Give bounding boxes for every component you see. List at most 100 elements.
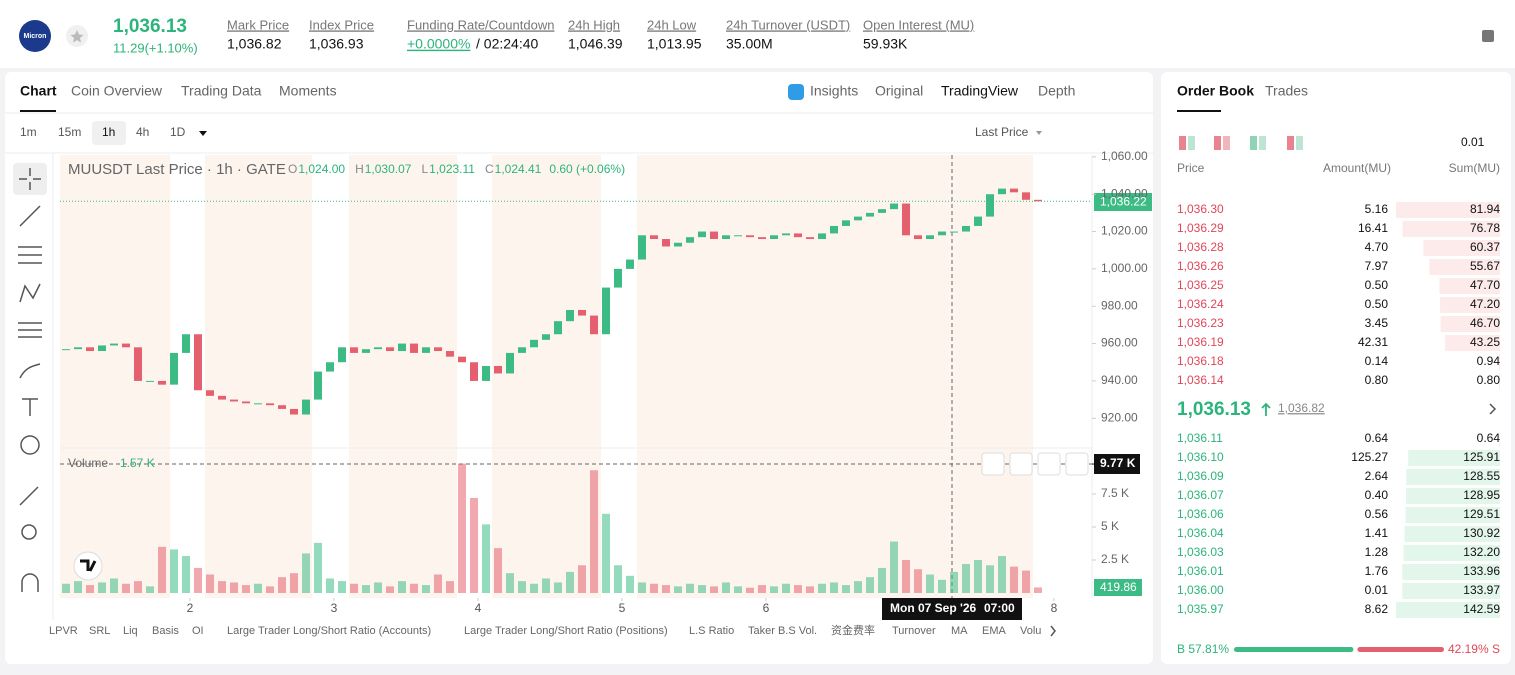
x-tick-label: 8 xyxy=(1051,601,1058,615)
candle xyxy=(422,347,430,353)
candle xyxy=(662,239,670,246)
candle xyxy=(314,372,322,400)
chart-tab[interactable]: Chart xyxy=(20,83,57,99)
volume-bar xyxy=(350,584,358,593)
volume-bar xyxy=(290,573,298,593)
col-header: Amount(MU) xyxy=(1323,161,1391,175)
interval[interactable]: 15m xyxy=(58,125,81,139)
view-mode[interactable] xyxy=(1250,136,1257,150)
price-source[interactable]: Last Price xyxy=(975,125,1029,139)
candle xyxy=(734,235,742,236)
indicator-tab[interactable]: Taker B.S Vol. xyxy=(748,625,817,637)
view-mode[interactable] xyxy=(1287,136,1294,150)
candle xyxy=(974,217,982,226)
chart-tab[interactable]: Coin Overview xyxy=(71,83,163,99)
chart-tab[interactable]: Moments xyxy=(279,83,337,99)
candle xyxy=(518,347,526,353)
ob-price: 1,036.10 xyxy=(1177,450,1224,464)
ob-price: 1,036.29 xyxy=(1177,221,1224,235)
v-tick-label: 2.5 K xyxy=(1101,552,1129,566)
y-tick-label: 980.00 xyxy=(1101,298,1138,312)
candle xyxy=(938,232,946,236)
time-cursor: 07:00 xyxy=(984,601,1015,615)
ob-price: 1,036.19 xyxy=(1177,335,1224,349)
candle xyxy=(398,344,406,351)
action-up[interactable] xyxy=(982,453,1004,475)
ohlc-key: C xyxy=(485,162,494,176)
candle xyxy=(818,233,826,239)
indicator-tab[interactable]: L.S Ratio xyxy=(689,625,734,637)
candle xyxy=(530,340,538,347)
indicator-tab[interactable]: LPVR xyxy=(49,625,78,637)
view-tab[interactable]: Insights xyxy=(810,83,858,99)
ob-price: 1,035.97 xyxy=(1177,602,1224,616)
volume-current: 1.57 K xyxy=(120,456,155,470)
ob-sum: 76.78 xyxy=(1470,221,1500,235)
candle xyxy=(122,344,130,348)
action-delete[interactable] xyxy=(1010,453,1032,475)
view-tab[interactable]: Original xyxy=(875,83,923,99)
stat-value: 1,036.93 xyxy=(309,36,364,52)
indicator-tab[interactable]: Liq xyxy=(123,625,138,637)
session-band xyxy=(60,155,170,598)
volume-bar xyxy=(830,582,838,593)
ob-tab[interactable]: Order Book xyxy=(1177,83,1254,99)
candle xyxy=(350,347,358,353)
indicator-tab[interactable]: SRL xyxy=(89,625,110,637)
ob-amount: 4.70 xyxy=(1365,240,1389,254)
candle xyxy=(506,353,514,374)
indicator-tab[interactable]: Large Trader Long/Short Ratio (Accounts) xyxy=(227,625,431,637)
header-bar xyxy=(0,0,1515,68)
volume-cursor-label: 9.77 K xyxy=(1100,456,1136,470)
candle xyxy=(446,351,454,357)
action-collapse[interactable] xyxy=(1038,453,1060,475)
ob-tab[interactable]: Trades xyxy=(1265,83,1308,99)
price: 1,036.13 xyxy=(113,16,187,37)
ob-sum: 142.59 xyxy=(1463,602,1500,616)
volume-bar xyxy=(170,549,178,593)
ob-sum: 60.37 xyxy=(1470,240,1500,254)
action-settings[interactable] xyxy=(1066,453,1088,475)
ohlc-key: L xyxy=(421,162,428,176)
interval[interactable]: 4h xyxy=(136,125,149,139)
view-tab[interactable]: Depth xyxy=(1038,83,1075,99)
sell-ratio: 42.19% S xyxy=(1448,642,1500,656)
interval[interactable]: 1D xyxy=(170,125,186,139)
volume-bar xyxy=(902,560,910,593)
indicator-tab[interactable]: Turnover xyxy=(892,625,936,637)
ohlc-value: 1,030.07 xyxy=(365,162,412,176)
ob-amount: 8.62 xyxy=(1365,602,1389,616)
ob-price: 1,036.00 xyxy=(1177,583,1224,597)
stat-label: Mark Price xyxy=(227,17,289,32)
volume-bar xyxy=(314,543,322,593)
ob-price: 1,036.11 xyxy=(1177,431,1223,445)
indicator-tab[interactable]: OI xyxy=(192,625,204,637)
ob-price: 1,036.09 xyxy=(1177,469,1224,483)
side-icon[interactable] xyxy=(1482,30,1494,42)
volume-bar xyxy=(1022,571,1030,593)
precision[interactable]: 0.01 xyxy=(1461,135,1485,149)
view-tab[interactable]: TradingView xyxy=(941,83,1019,99)
ob-amount: 42.31 xyxy=(1358,335,1388,349)
candle xyxy=(866,213,874,217)
candle xyxy=(686,237,694,243)
volume-bar xyxy=(146,586,154,593)
interval[interactable]: 1h xyxy=(102,125,115,139)
indicator-tab[interactable]: 资金费率 xyxy=(831,623,875,637)
indicator-tab[interactable]: Basis xyxy=(152,625,179,637)
interval[interactable]: 1m xyxy=(20,125,37,139)
indicator-tab[interactable]: Volu xyxy=(1020,625,1041,637)
view-mode[interactable] xyxy=(1179,136,1186,150)
x-tick-label: 6 xyxy=(763,601,770,615)
tool-selected[interactable] xyxy=(13,163,47,195)
indicator-tab[interactable]: MA xyxy=(951,625,968,637)
view-mode[interactable] xyxy=(1214,136,1221,150)
indicator-tab[interactable]: Large Trader Long/Short Ratio (Positions… xyxy=(464,625,668,637)
ob-amount: 0.56 xyxy=(1365,507,1389,521)
volume-bar xyxy=(914,569,922,593)
chart-tab[interactable]: Trading Data xyxy=(181,83,262,99)
volume-bar xyxy=(662,585,670,593)
indicator-tab[interactable]: EMA xyxy=(982,625,1007,637)
volume-bar xyxy=(62,584,70,593)
